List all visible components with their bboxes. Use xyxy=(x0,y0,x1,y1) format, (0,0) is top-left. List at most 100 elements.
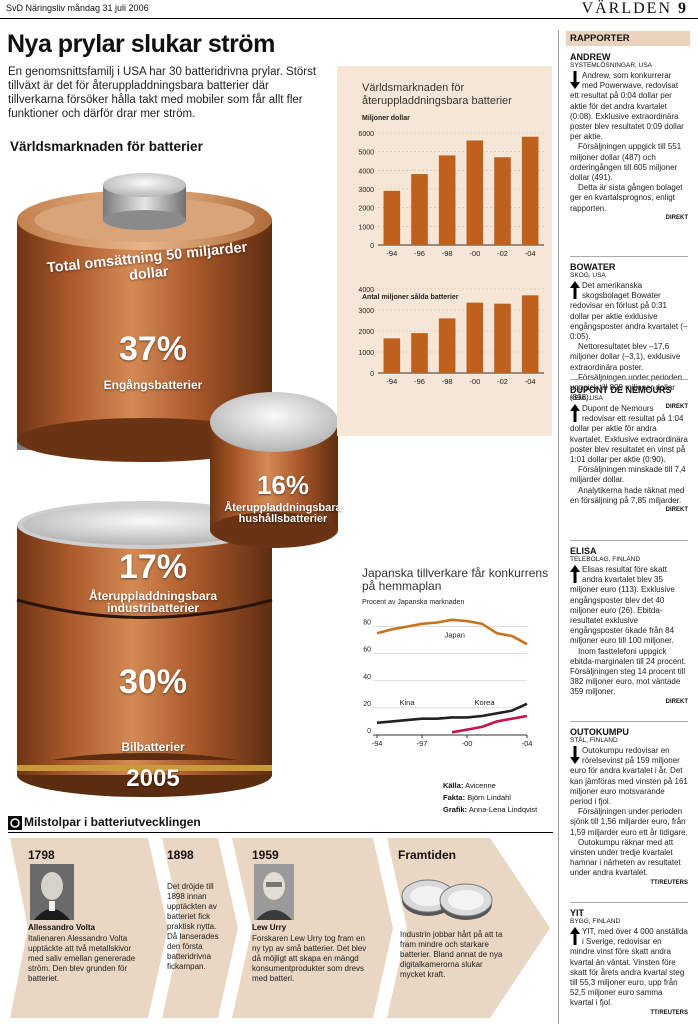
company-paragraph: Försäljningen uppgick till 551 miljoner … xyxy=(570,142,682,183)
y-tick-label: 60 xyxy=(363,647,371,654)
x-tick-label: -02 xyxy=(497,377,508,386)
milestone-2-text: Det dröjde till 1898 innan upptäckten av… xyxy=(167,882,219,971)
bar--96 xyxy=(411,174,428,245)
company-name: YIT xyxy=(570,908,585,918)
company-paragraph: Försäljningen under perioden sjönk till … xyxy=(570,807,688,837)
company-sector: KEMI, USA xyxy=(570,395,603,402)
company-name: DUPONT DE NEMOURS xyxy=(570,385,672,395)
arrow-up-icon xyxy=(570,404,580,422)
company-credit: DIREKT xyxy=(665,698,688,705)
seg2-label: Återuppladdningsbara hushållsbatterier xyxy=(224,502,342,525)
chart1-title: Världsmarknaden för återuppladdningsbara… xyxy=(362,82,512,107)
y-tick-label: 0 xyxy=(370,243,374,250)
company-credit: TT/REUTERS xyxy=(650,879,688,886)
company-report: ELISA TELEBOLAG, FINLAND Elisas resultat f… xyxy=(570,546,688,705)
y-tick-label: 0 xyxy=(370,371,374,378)
bar--04 xyxy=(521,295,539,373)
company-paragraph: Försäljningen minskade till 7,4 miljarde… xyxy=(570,465,686,485)
bar--00 xyxy=(466,140,484,245)
bar--94 xyxy=(383,338,401,373)
series-line-kina xyxy=(376,702,528,725)
urry-portrait xyxy=(254,864,294,920)
series-label-japan: Japan xyxy=(445,630,465,639)
company-paragraph: Detta är sista gången bolaget ger en kva… xyxy=(570,183,683,213)
y-tick-label: 3000 xyxy=(358,308,374,315)
company-sector: STÅL, FINLAND xyxy=(570,737,618,744)
seg3-percent: 17% xyxy=(118,548,188,586)
sidebar-title: RAPPORTER xyxy=(566,31,690,46)
clock-icon xyxy=(8,816,22,830)
chart2-ylabel: Antal miljoner sålda batterier xyxy=(362,294,459,301)
company-body: Outokumpu redovisar en rörelsevinst på 1… xyxy=(570,746,688,879)
seg2-percent: 16% xyxy=(256,470,310,500)
series-line-japan xyxy=(376,618,528,646)
battery-year: 2005 xyxy=(126,765,180,792)
bar--02 xyxy=(494,157,511,245)
company-body: Det amerikanska skogsbolaget Bowater red… xyxy=(570,281,688,403)
company-paragraph: Dupont de Nemours redovisar ett resultat… xyxy=(570,404,688,465)
x-tick-label: -96 xyxy=(414,249,425,258)
battery-lower-body xyxy=(17,525,272,775)
x-tick-label: -97 xyxy=(417,739,428,748)
x-tick-label: -04 xyxy=(525,249,536,258)
arrow-down-icon xyxy=(570,71,580,89)
chart2-bar-chart: 0 1000 2000 3000 4000 -94 -96 -98 -00 -02 -04 xyxy=(358,287,544,386)
company-paragraph: Analytikerna hade räknat med en försäljn… xyxy=(570,485,685,505)
company-body: YIT, med över 4 000 anställda i Sverige,… xyxy=(570,927,688,1009)
seg3-label: Återuppladdningsbara industribatterier xyxy=(88,589,217,615)
x-tick-label: -94 xyxy=(372,739,383,748)
milestone-4-year: Framtiden xyxy=(398,848,457,862)
chart3-ylabel: Procent av Japanska marknaden xyxy=(362,599,465,606)
bar--94 xyxy=(383,190,401,245)
sources: Källa: Avicenne Fakta: Björn Lindahl Gra… xyxy=(443,781,538,814)
bar--00 xyxy=(466,302,484,373)
company-sector: SKOG, USA xyxy=(570,272,606,279)
company-name: ANDREW xyxy=(570,52,611,62)
company-credit: TT/REUTERS xyxy=(650,1009,688,1016)
chart1-bar-chart: 0 1000 2000 3000 4000 5000 6000 -94 -96 -98 -00 -02… xyxy=(358,131,544,258)
y-tick-label: 2000 xyxy=(358,206,374,213)
chart1-ylabel: Miljoner dollar xyxy=(362,115,410,122)
milestone-1-text: Italienaren Alessandro Volta upptäckte a… xyxy=(28,934,136,983)
sidebar-rule xyxy=(570,540,688,541)
y-tick-label: 2000 xyxy=(358,329,374,336)
arrow-up-icon xyxy=(570,565,580,583)
sidebar-rule xyxy=(570,902,688,903)
chart3-title: Japanska tillverkare får konkurrens på h… xyxy=(362,566,549,593)
y-tick-label: 0 xyxy=(367,728,371,735)
arrow-up-icon xyxy=(570,927,580,945)
company-report: DUPONT DE NEMOURS KEMI, USA Dupont de Nemo… xyxy=(570,385,688,513)
y-tick-label: 1000 xyxy=(358,350,374,357)
volta-portrait xyxy=(30,864,74,920)
series-label-kina: Kina xyxy=(400,698,416,707)
company-paragraph: Inom fasttelefoni uppgick ebitda-margina… xyxy=(570,646,687,697)
bar--02 xyxy=(494,303,511,373)
y-tick-label: 1000 xyxy=(358,224,374,231)
x-tick-label: -02 xyxy=(497,249,508,258)
y-tick-label: 4000 xyxy=(358,168,374,175)
x-tick-label: -00 xyxy=(462,739,473,748)
sidebar-rule xyxy=(570,721,688,722)
milestone-2-year: 1898 xyxy=(167,848,194,862)
company-report: YIT BYGG, FINLAND YIT, med över 4 000 anst… xyxy=(570,908,688,1016)
bar--98 xyxy=(438,155,456,245)
company-paragraph: Elisas resultat före skatt andra kvartal… xyxy=(570,565,675,646)
company-body: Dupont de Nemours redovisar ett resultat… xyxy=(570,404,688,506)
section-name: VÄRLDEN xyxy=(581,0,672,17)
x-tick-label: -00 xyxy=(469,377,480,386)
sidebar xyxy=(558,30,693,1024)
company-paragraph: Det amerikanska skogsbolaget Bowater red… xyxy=(570,281,688,342)
company-name: OUTOKUMPU xyxy=(570,727,629,737)
series-label-korea: Korea xyxy=(475,698,496,707)
company-name: ELISA xyxy=(570,546,597,556)
x-tick-label: -00 xyxy=(469,249,480,258)
page-header-left: SvD Näringsliv måndag 31 juli 2006 xyxy=(6,3,149,13)
y-tick-label: 5000 xyxy=(358,150,374,157)
section-header: VÄRLDEN 9 xyxy=(582,0,688,18)
arrow-up-icon xyxy=(570,281,580,299)
seg4-label: Bilbatterier xyxy=(121,740,185,754)
milestone-3-name: Lew Urry xyxy=(252,923,287,932)
bar--96 xyxy=(411,333,428,373)
x-tick-label: -98 xyxy=(442,249,453,258)
lede: En genomsnittsfamilj i USA har 30 batter… xyxy=(8,66,317,120)
